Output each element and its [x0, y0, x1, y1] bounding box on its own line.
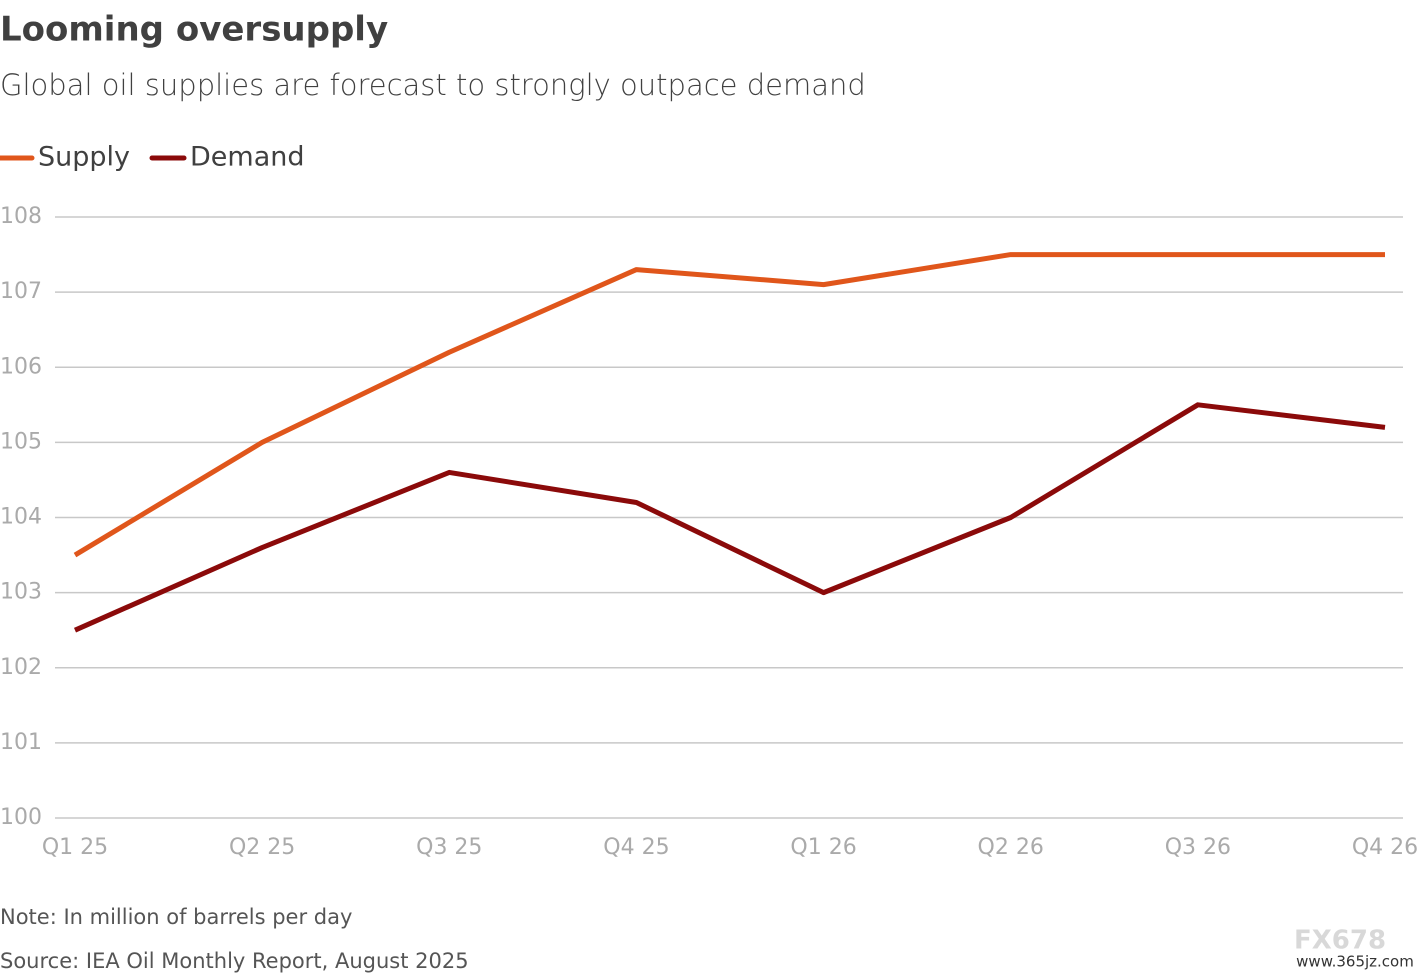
- watermark-url: www.365jz.com: [1296, 953, 1414, 971]
- x-tick-label: Q4 26: [1352, 835, 1418, 860]
- x-tick-label: Q2 25: [229, 835, 295, 860]
- y-tick-label: 108: [0, 204, 42, 229]
- y-tick-label: 106: [0, 354, 42, 379]
- chart-subtitle: Global oil supplies are forecast to stro…: [0, 68, 866, 102]
- legend-label: Demand: [190, 142, 305, 173]
- y-tick-label: 101: [0, 730, 42, 755]
- x-tick-label: Q1 25: [42, 835, 108, 860]
- series-line: [73, 252, 1385, 558]
- y-tick-label: 103: [0, 580, 42, 605]
- y-tick-label: 100: [0, 805, 42, 830]
- note: Note: In million of barrels per day: [0, 905, 352, 929]
- y-tick-label: 105: [0, 429, 42, 454]
- legend-label: Supply: [38, 142, 130, 173]
- x-tick-label: Q3 25: [416, 835, 482, 860]
- source: Source: IEA Oil Monthly Report, August 2…: [0, 949, 469, 973]
- series-line: [73, 402, 1386, 633]
- watermark-logo: FX678: [1294, 926, 1386, 956]
- y-tick-label: 107: [0, 279, 42, 304]
- x-tick-label: Q2 26: [978, 835, 1044, 860]
- x-tick-label: Q3 26: [1165, 835, 1231, 860]
- chart-title: Looming oversupply: [0, 10, 388, 50]
- y-tick-label: 104: [0, 505, 42, 530]
- x-tick-label: Q4 25: [603, 835, 669, 860]
- y-tick-label: 102: [0, 655, 42, 680]
- x-tick-label: Q1 26: [790, 835, 856, 860]
